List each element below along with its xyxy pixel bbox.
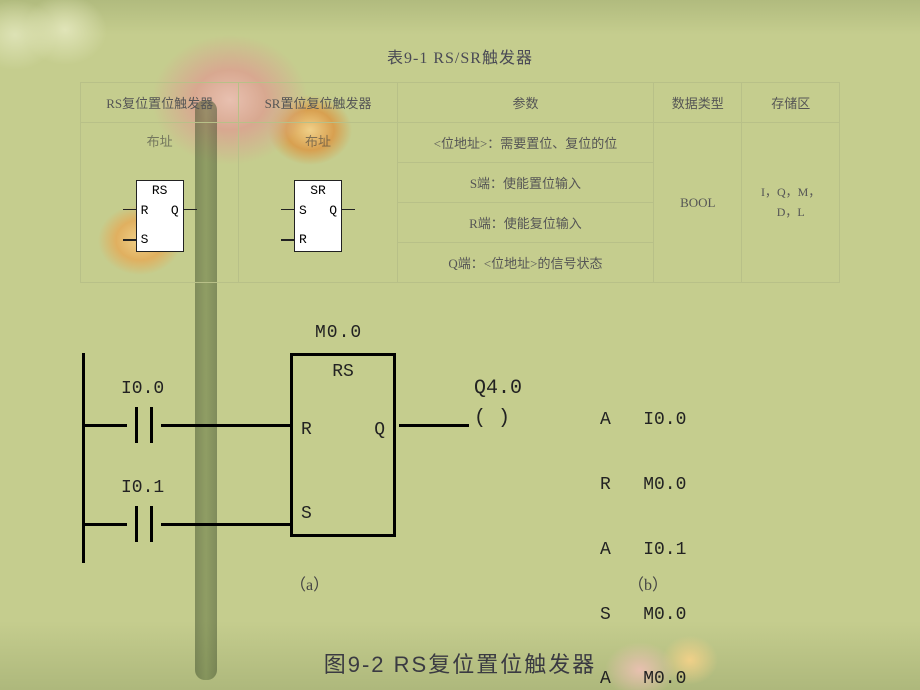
th-col1: RS复位置位触发器: [81, 83, 239, 123]
rs-block-title: RS: [137, 183, 183, 198]
subfigure-b-label: （b）: [628, 571, 668, 595]
param-cell-1: <位地址>：需要置位、复位的位: [397, 123, 653, 163]
th-col2: SR置位复位触发器: [239, 83, 397, 123]
table-row: 布址 RS R Q S 布址 SR S Q R: [81, 123, 840, 163]
rs-ladder-block: RS R Q S: [290, 353, 396, 537]
th-col3: 参数: [397, 83, 653, 123]
stl-line: A I0.0: [600, 410, 686, 432]
pin: [123, 209, 137, 211]
stl-line: A I0.1: [600, 540, 686, 562]
output-address: Q4.0: [474, 377, 522, 400]
contact-i00: I0.0: [127, 407, 161, 443]
output-coil: ( ): [474, 407, 510, 430]
storage-line2: D，L: [777, 205, 805, 219]
contact-i00-label: I0.0: [121, 379, 164, 399]
contact-i01: I0.1: [127, 506, 161, 542]
sr-block-r: R: [299, 232, 307, 247]
param-cell-3: R端：使能复位输入: [397, 203, 653, 243]
pin: [183, 209, 197, 211]
wire: [82, 424, 127, 427]
diagram-area: M0.0 I0.0 I0.1 RS R Q S Q4.0 ( ) A I0.0 …: [80, 323, 840, 643]
param-cell-4: Q端：<位地址>的信号状态: [397, 243, 653, 283]
pin: [123, 239, 137, 241]
sr-block-title: SR: [295, 183, 341, 198]
dtype-cell: BOOL: [654, 123, 742, 283]
contact-i01-label: I0.1: [121, 478, 164, 498]
block-address-label: M0.0: [315, 323, 362, 343]
stl-code-block: A I0.0 R M0.0 A I0.1 S M0.0 A M0.0 = Q4.…: [600, 367, 686, 690]
th-col5: 存储区: [742, 83, 840, 123]
param-cell-2: S端：使能置位输入: [397, 163, 653, 203]
stl-line: S M0.0: [600, 605, 686, 627]
left-power-rail: [82, 353, 85, 563]
cell-sr-block: 布址 SR S Q R: [239, 123, 397, 283]
sr-subtitle: 布址: [239, 131, 396, 150]
rs-block-r: R: [141, 203, 149, 218]
sr-mini-block: SR S Q R: [294, 180, 342, 252]
figure-caption: 图9-2 RS复位置位触发器: [0, 647, 920, 679]
rs-block-name: RS: [293, 362, 393, 382]
sr-block-s: S: [299, 203, 307, 218]
wire: [161, 523, 290, 526]
table-header-row: RS复位置位触发器 SR置位复位触发器 参数 数据类型 存储区: [81, 83, 840, 123]
th-col4: 数据类型: [654, 83, 742, 123]
sr-block-q: Q: [329, 203, 337, 218]
pin: [341, 209, 355, 211]
rs-block-s-label: S: [301, 504, 312, 524]
wire: [399, 424, 469, 427]
rs-block-q: Q: [171, 203, 179, 218]
page-content: 表9-1 RS/SR触发器 RS复位置位触发器 SR置位复位触发器 参数 数据类…: [0, 0, 920, 679]
wire: [82, 523, 127, 526]
stl-line: A M0.0: [600, 669, 686, 690]
pin: [281, 239, 295, 241]
rs-subtitle: 布址: [81, 131, 238, 150]
spec-table: RS复位置位触发器 SR置位复位触发器 参数 数据类型 存储区 布址 RS R …: [80, 82, 840, 283]
rs-block-r-label: R: [301, 420, 312, 440]
rs-mini-block: RS R Q S: [136, 180, 184, 252]
cell-rs-block: 布址 RS R Q S: [81, 123, 239, 283]
subfigure-a-label: （a）: [290, 571, 329, 595]
pin: [281, 209, 295, 211]
storage-cell: I，Q，M， D，L: [742, 123, 840, 283]
storage-line1: I，Q，M，: [761, 185, 820, 199]
rs-block-q-label: Q: [374, 420, 385, 440]
rs-block-s: S: [141, 232, 149, 247]
stl-line: R M0.0: [600, 475, 686, 497]
wire: [161, 424, 290, 427]
table-caption: 表9-1 RS/SR触发器: [0, 0, 920, 68]
